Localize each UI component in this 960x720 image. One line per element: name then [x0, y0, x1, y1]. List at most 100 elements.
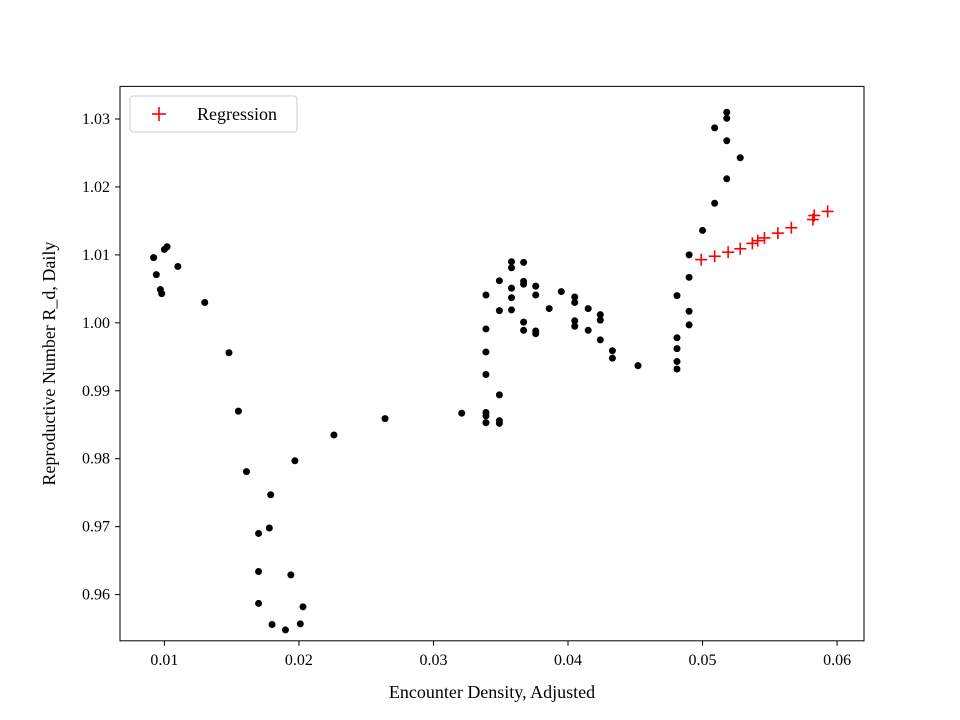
data-marks: [150, 108, 834, 634]
data-point: [158, 290, 166, 298]
regression-point: [695, 253, 708, 266]
data-point: [508, 258, 516, 266]
y-tick-label: 1.02: [82, 179, 110, 196]
data-point: [281, 626, 289, 634]
y-tick-label: 0.98: [82, 451, 110, 468]
data-point: [532, 330, 540, 338]
data-point: [545, 305, 553, 313]
data-point: [520, 258, 528, 266]
data-point: [495, 419, 503, 427]
legend-box: [129, 95, 298, 133]
data-point: [571, 293, 579, 301]
data-point: [723, 175, 731, 183]
regression-point: [746, 237, 759, 250]
data-point: [685, 307, 693, 315]
x-tick-label: 0.01: [150, 652, 178, 669]
y-axis-ticks: 0.96 0.97 0.98 0.99 1.00 1.01 1.02 1.03: [82, 111, 120, 604]
data-point: [711, 124, 719, 132]
legend-marker-plus: [152, 107, 166, 121]
data-point: [242, 468, 250, 476]
data-point: [723, 137, 731, 145]
y-tick-label: 1.00: [82, 315, 110, 332]
data-point: [287, 571, 295, 579]
x-tick-label: 0.02: [285, 652, 313, 669]
data-point: [532, 282, 540, 290]
data-point: [673, 358, 681, 366]
data-point: [557, 288, 565, 296]
data-point: [520, 326, 528, 334]
data-point: [495, 307, 503, 315]
data-point: [495, 277, 503, 285]
x-axis-label: Encounter Density, Adjusted: [389, 682, 595, 702]
data-point: [685, 251, 693, 259]
data-point: [685, 273, 693, 281]
data-point: [520, 318, 528, 326]
regression-point: [751, 234, 764, 247]
data-point: [482, 419, 490, 427]
regression-point: [708, 250, 721, 263]
legend-label-regression: Regression: [197, 104, 277, 124]
data-point: [299, 603, 307, 611]
data-point: [723, 114, 731, 122]
data-point: [330, 431, 338, 439]
data-point: [711, 199, 719, 207]
data-point: [201, 298, 209, 306]
y-tick-label: 0.96: [82, 587, 110, 604]
data-point: [482, 291, 490, 299]
data-point: [685, 321, 693, 329]
y-tick-label: 0.99: [82, 383, 110, 400]
data-point: [482, 348, 490, 356]
x-tick-label: 0.06: [823, 652, 851, 669]
data-point: [296, 620, 304, 628]
data-point: [596, 316, 604, 324]
data-point: [608, 354, 616, 362]
data-point: [267, 491, 275, 499]
data-point: [234, 407, 242, 415]
data-point: [265, 524, 273, 532]
x-tick-label: 0.03: [419, 652, 447, 669]
data-point: [673, 292, 681, 300]
data-point: [571, 298, 579, 306]
data-point: [495, 391, 503, 399]
data-point: [736, 154, 744, 162]
legend: Regression: [129, 95, 298, 133]
x-axis-ticks: 0.01 0.02 0.03 0.04 0.05 0.06: [150, 640, 851, 669]
data-point: [255, 568, 263, 575]
data-point: [482, 325, 490, 333]
regression-point: [771, 227, 784, 240]
data-point: [508, 306, 516, 314]
data-point: [482, 412, 490, 420]
data-point: [532, 291, 540, 299]
data-point: [584, 326, 592, 334]
data-point: [673, 334, 681, 342]
y-tick-label: 1.03: [82, 111, 110, 128]
regression-point: [734, 242, 747, 255]
data-point: [255, 529, 263, 537]
data-point: [584, 305, 592, 313]
x-tick-label: 0.05: [689, 652, 717, 669]
data-point: [571, 322, 579, 330]
data-point: [291, 457, 299, 465]
data-point: [608, 347, 616, 355]
data-point: [520, 280, 528, 288]
regression-point: [722, 246, 735, 259]
regression-point: [758, 231, 771, 244]
data-point: [381, 415, 389, 423]
data-point: [225, 349, 233, 357]
data-point: [152, 271, 160, 279]
data-point: [596, 336, 604, 344]
data-point: [723, 108, 731, 116]
data-point: [571, 317, 579, 325]
data-point: [163, 243, 171, 251]
data-point: [699, 226, 707, 234]
regression-point: [785, 221, 798, 234]
data-point: [596, 311, 604, 319]
y-tick-label: 1.01: [82, 247, 110, 264]
data-point: [482, 370, 490, 378]
data-point: [508, 294, 516, 302]
data-point: [268, 620, 276, 628]
plot-frame: [119, 85, 865, 642]
data-point: [508, 284, 516, 292]
data-point: [150, 254, 158, 262]
